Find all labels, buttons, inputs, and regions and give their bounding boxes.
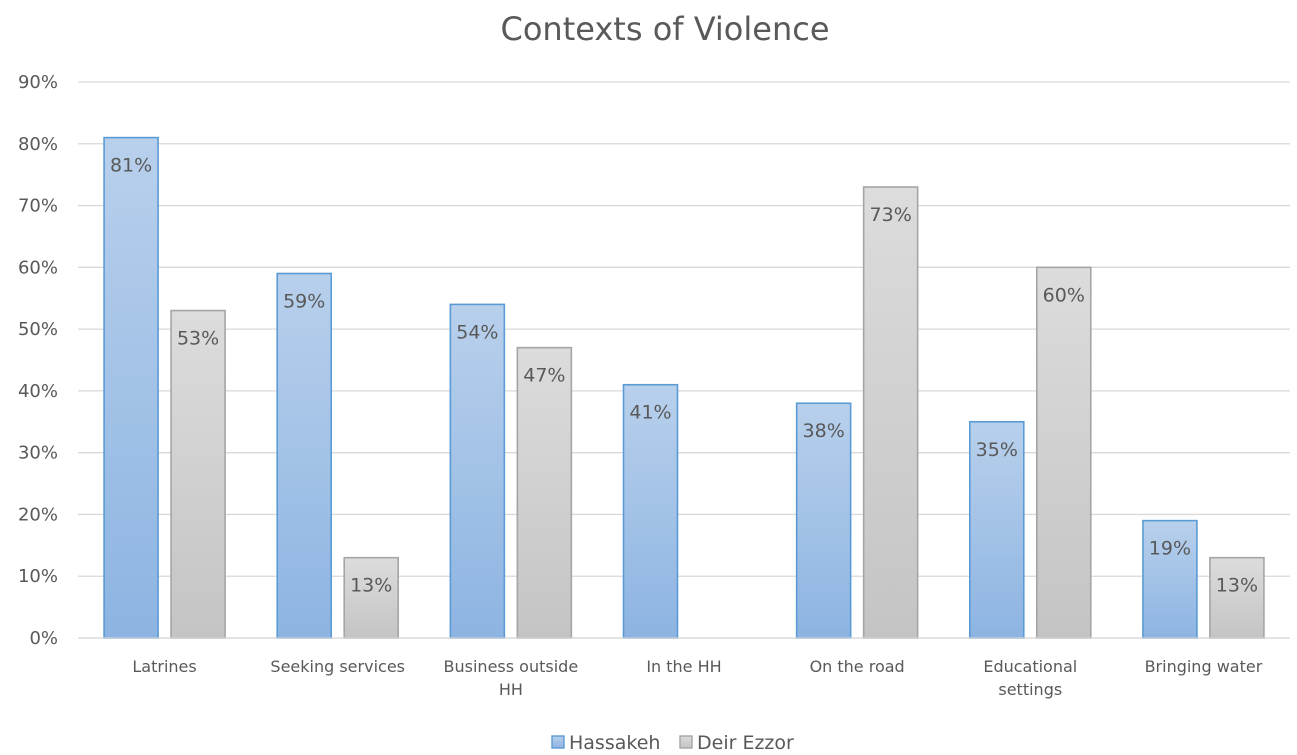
- data-label: 13%: [1216, 575, 1258, 597]
- y-tick-label: 50%: [18, 319, 58, 340]
- bar-hassakeh: [449, 303, 506, 639]
- x-category-label: Business outside: [444, 657, 579, 676]
- legend-swatch-hassakeh: [551, 735, 565, 749]
- data-label: 19%: [1149, 538, 1191, 560]
- y-tick-label: 40%: [18, 381, 58, 402]
- legend-label-hassakeh: Hassakeh: [569, 732, 660, 754]
- x-category-label: Seeking services: [270, 657, 405, 676]
- bar-deir-ezzor: [1035, 266, 1092, 639]
- data-label: 60%: [1043, 284, 1085, 306]
- data-label: 59%: [283, 291, 325, 313]
- y-tick-label: 30%: [18, 443, 58, 464]
- x-category-label: HH: [499, 680, 523, 699]
- bar-deir-ezzor: [343, 556, 400, 639]
- y-tick-label: 90%: [18, 72, 58, 93]
- gridlines: [78, 81, 1290, 639]
- data-label: 41%: [629, 402, 671, 424]
- legend: Hassakeh Deir Ezzor: [551, 732, 794, 754]
- data-labels: 81% 53% 59% 13% 54% 47% 41% 38% 73% 35% 60% 19% 13%: [110, 155, 1258, 597]
- bar-hassakeh: [795, 402, 852, 639]
- data-label: 54%: [456, 321, 498, 343]
- bars: [103, 136, 1265, 639]
- x-axis: Latrines Seeking services Business outside…: [78, 637, 1290, 699]
- y-tick-label: 60%: [18, 257, 58, 278]
- legend-label-deir-ezzor: Deir Ezzor: [697, 732, 794, 754]
- y-tick-label: 70%: [18, 196, 58, 217]
- y-tick-label: 20%: [18, 504, 58, 525]
- data-label: 38%: [803, 420, 845, 442]
- bar-deir-ezzor: [862, 186, 919, 639]
- y-tick-label: 80%: [18, 134, 58, 155]
- x-category-label: settings: [998, 680, 1062, 699]
- bar-deir-ezzor: [170, 309, 226, 639]
- x-category-label: Bringing water: [1145, 657, 1263, 676]
- data-label: 13%: [350, 575, 392, 597]
- x-category-label: Educational: [983, 657, 1077, 676]
- data-label: 35%: [976, 439, 1018, 461]
- data-label: 81%: [110, 155, 152, 177]
- bar-hassakeh: [103, 136, 159, 639]
- chart-title: Contexts of Violence: [500, 10, 829, 48]
- y-axis: 0% 10% 20% 30% 40% 50% 60% 70% 80% 90%: [18, 72, 58, 649]
- bar-deir-ezzor: [516, 346, 573, 639]
- y-tick-label: 10%: [18, 566, 58, 587]
- bar-deir-ezzor: [1209, 556, 1265, 639]
- x-category-label: On the road: [810, 657, 905, 676]
- data-label: 47%: [523, 365, 565, 387]
- legend-swatch-deir-ezzor: [679, 735, 693, 749]
- y-tick-label: 0%: [29, 628, 58, 649]
- x-category-label: In the HH: [646, 657, 721, 676]
- bar-hassakeh: [276, 272, 333, 639]
- x-category-label: Latrines: [132, 657, 196, 676]
- bar-hassakeh: [1142, 519, 1198, 639]
- bar-hassakeh: [622, 383, 679, 639]
- data-label: 53%: [177, 328, 219, 350]
- data-label: 73%: [870, 204, 912, 226]
